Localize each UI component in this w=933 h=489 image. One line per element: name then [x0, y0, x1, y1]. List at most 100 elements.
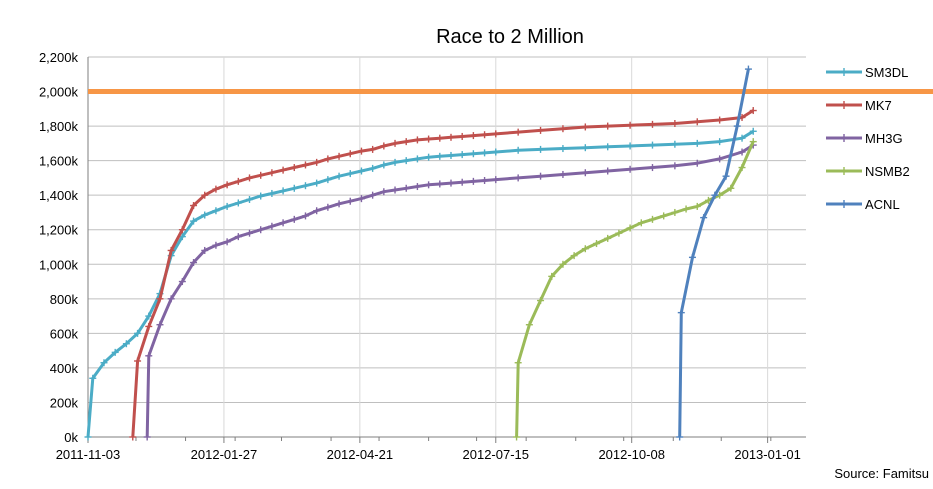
data-point-mh3g — [738, 148, 746, 156]
x-tick-label: 2012-01-27 — [191, 447, 258, 462]
data-point-acnl — [688, 253, 696, 261]
data-point-mh3g — [413, 183, 421, 191]
y-tick-label: 2,200k — [39, 50, 79, 65]
data-point-mk7 — [190, 202, 198, 210]
data-point-sm3dl — [223, 202, 231, 210]
data-point-mk7 — [279, 166, 287, 174]
data-point-nsmb2 — [749, 138, 757, 146]
data-point-mh3g — [447, 179, 455, 187]
data-point-mk7 — [537, 126, 545, 134]
data-point-sm3dl — [738, 134, 746, 142]
data-point-mh3g — [380, 188, 388, 196]
data-point-sm3dl — [212, 207, 220, 215]
legend-label: ACNL — [865, 197, 900, 212]
data-point-sm3dl — [425, 153, 433, 161]
data-point-mk7 — [447, 133, 455, 141]
legend-item-mh3g: MH3G — [826, 131, 903, 146]
data-point-nsmb2 — [727, 184, 735, 192]
data-point-mh3g — [324, 203, 332, 211]
data-point-sm3dl — [134, 329, 142, 337]
data-point-sm3dl — [301, 182, 309, 190]
data-point-mk7 — [469, 132, 477, 140]
data-point-mk7 — [581, 123, 589, 131]
data-point-sm3dl — [290, 184, 298, 192]
data-point-mk7 — [346, 150, 354, 158]
data-point-sm3dl — [469, 150, 477, 158]
data-point-mk7 — [156, 295, 164, 303]
data-point-mh3g — [167, 295, 175, 303]
data-point-mh3g — [145, 352, 153, 360]
data-point-mh3g — [156, 321, 164, 329]
data-point-nsmb2 — [637, 219, 645, 227]
series-line-acnl — [678, 68, 750, 438]
series-line-sm3dl — [86, 130, 754, 438]
data-point-nsmb2 — [581, 245, 589, 253]
data-point-acnl — [744, 65, 752, 73]
data-point-sm3dl — [492, 148, 500, 156]
chart-title: Race to 2 Million — [436, 26, 584, 48]
legend-label: MK7 — [865, 98, 892, 113]
data-point-mk7 — [402, 138, 410, 146]
data-point-mk7 — [481, 131, 489, 139]
data-point-mk7 — [201, 191, 209, 199]
data-point-mk7 — [335, 152, 343, 160]
data-point-mh3g — [581, 169, 589, 177]
y-tick-label: 0k — [64, 430, 78, 445]
x-tick-label: 2012-04-21 — [327, 447, 394, 462]
data-point-mh3g — [143, 433, 151, 441]
data-point-sm3dl — [447, 151, 455, 159]
y-tick-label: 200k — [50, 395, 79, 410]
x-tick-label: 2012-07-15 — [463, 447, 530, 462]
y-tick-label: 1,000k — [39, 257, 79, 272]
data-point-sm3dl — [716, 138, 724, 146]
data-point-sm3dl — [257, 192, 265, 200]
data-point-sm3dl — [559, 145, 567, 153]
data-point-mk7 — [693, 118, 701, 126]
y-tick-label: 1,600k — [39, 154, 79, 169]
data-point-mk7 — [223, 181, 231, 189]
data-point-nsmb2 — [660, 212, 668, 220]
data-point-mh3g — [492, 176, 500, 184]
data-point-mk7 — [134, 357, 142, 365]
data-point-mk7 — [246, 174, 254, 182]
data-point-mh3g — [313, 207, 321, 215]
legend-item-acnl: ACNL — [826, 197, 900, 212]
data-point-nsmb2 — [615, 229, 623, 237]
data-point-sm3dl — [537, 145, 545, 153]
x-tick-label: 2013-01-01 — [734, 447, 801, 462]
data-point-mk7 — [391, 139, 399, 147]
data-point-sm3dl — [100, 359, 108, 367]
data-point-mh3g — [223, 238, 231, 246]
data-point-nsmb2 — [513, 433, 521, 441]
data-point-mk7 — [178, 226, 186, 234]
data-point-mk7 — [671, 120, 679, 127]
data-point-mh3g — [246, 229, 254, 237]
data-point-mk7 — [514, 128, 522, 136]
data-point-mk7 — [716, 116, 724, 124]
data-point-mh3g — [626, 165, 634, 173]
y-tick-label: 800k — [50, 292, 79, 307]
data-point-mk7 — [559, 125, 567, 133]
data-point-sm3dl — [122, 340, 130, 348]
data-point-mk7 — [425, 135, 433, 143]
data-point-mh3g — [212, 241, 220, 249]
data-point-mh3g — [693, 159, 701, 167]
y-tick-label: 400k — [50, 361, 79, 376]
data-point-sm3dl — [357, 167, 365, 175]
data-point-sm3dl — [693, 139, 701, 147]
data-point-acnl — [676, 433, 684, 441]
legend-item-sm3dl: SM3DL — [826, 65, 908, 80]
data-point-mh3g — [716, 155, 724, 163]
data-point-nsmb2 — [671, 208, 679, 216]
data-point-mk7 — [234, 177, 242, 185]
data-point-mh3g — [425, 181, 433, 189]
series-line-mk7 — [131, 109, 754, 438]
data-point-mh3g — [268, 222, 276, 230]
y-tick-label: 1,200k — [39, 223, 79, 238]
data-point-mh3g — [514, 174, 522, 182]
data-point-mh3g — [391, 186, 399, 194]
data-point-mh3g — [458, 178, 466, 186]
legend: SM3DL MK7 MH3G NSMB2 ACNL — [826, 65, 910, 212]
data-point-mk7 — [145, 322, 153, 330]
